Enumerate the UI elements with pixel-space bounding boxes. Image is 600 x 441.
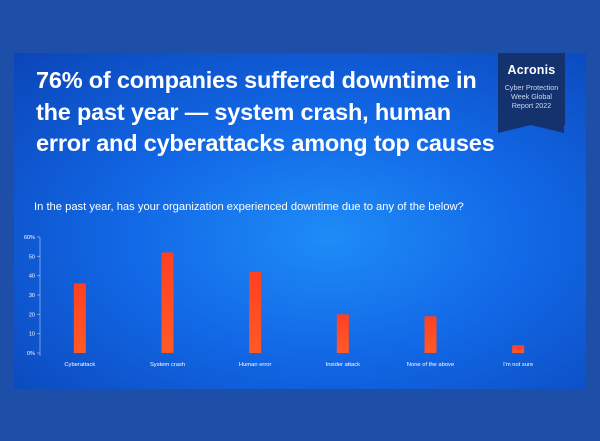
acronis-logo: Acronis	[507, 63, 556, 77]
bar	[512, 345, 525, 353]
y-tick-label: 20	[29, 312, 35, 318]
badge-line-3: Report 2022	[511, 101, 552, 110]
y-tick-label: 40	[29, 274, 35, 280]
bar	[249, 271, 262, 353]
y-tick-label: 0%	[27, 351, 35, 357]
y-tick-label: 50	[29, 254, 35, 260]
x-category-label: Insider attack	[326, 362, 361, 368]
x-category-label: Cyberattack	[64, 362, 95, 368]
bar	[73, 283, 86, 353]
bar	[161, 252, 174, 353]
bar-chart: 0% 10 20 30 40 50 60% Cyberattack System crash Hu…	[24, 235, 533, 368]
bar	[336, 314, 349, 353]
headline: 76% of companies suffered downtime in th…	[36, 67, 495, 156]
infographic-card: 76% of companies suffered downtime in th…	[14, 53, 586, 389]
bar	[424, 316, 437, 353]
x-category-label: Human error	[239, 362, 272, 368]
x-category-label: I'm not sure	[503, 362, 533, 368]
y-tick-label: 10	[29, 332, 35, 338]
x-category-label: None of the above	[407, 362, 454, 368]
x-category-label: System crash	[150, 362, 185, 368]
badge-line-1: Cyber Protection	[504, 83, 559, 92]
y-tick-label: 30	[29, 293, 35, 299]
badge-line-2: Week Global	[510, 92, 552, 101]
chart-question: In the past year, has your organization …	[34, 201, 464, 213]
badge-ribbon-tail	[498, 125, 564, 133]
acronis-badge: Acronis Cyber Protection Week Global Rep…	[498, 53, 565, 125]
y-tick-label: 60%	[24, 235, 35, 241]
